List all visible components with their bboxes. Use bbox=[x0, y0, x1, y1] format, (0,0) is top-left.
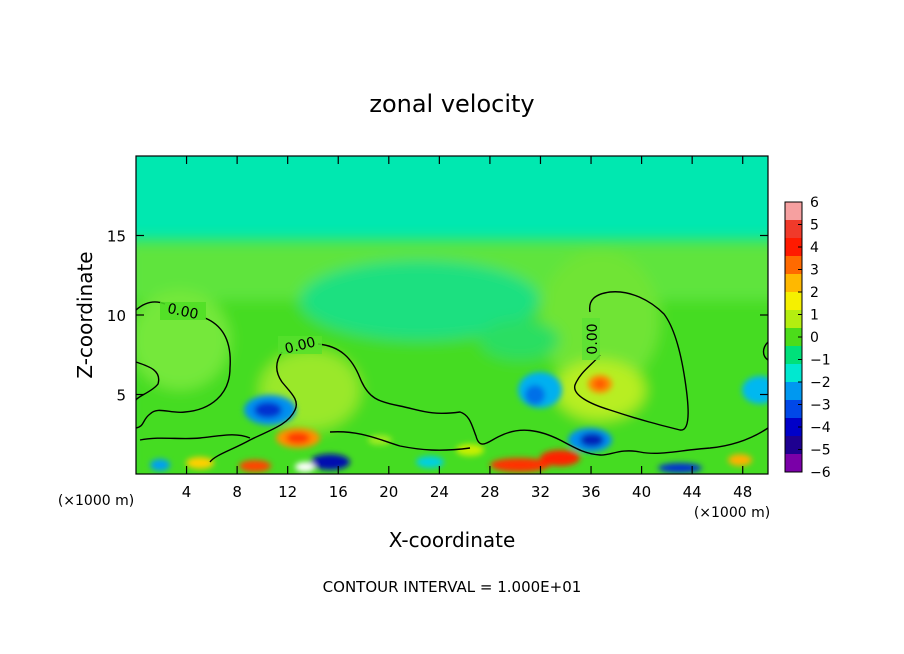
contour-line bbox=[209, 351, 297, 463]
colorbar-segment bbox=[785, 310, 802, 329]
colorbar-ticks: 6 5 4 3 2 1 0 −1 −2 −3 −4 −5 −6 bbox=[798, 195, 831, 481]
x-tick-label: 36 bbox=[581, 483, 600, 501]
contour-label: 0.00 bbox=[585, 323, 601, 354]
colorbar-tick-label: 2 bbox=[810, 285, 819, 301]
chart-title: zonal velocity bbox=[369, 90, 534, 118]
x-unit-label-right: (×1000 m) bbox=[694, 505, 770, 521]
colorbar-tick-label: −1 bbox=[810, 353, 831, 369]
x-axis-ticks: 4 8 12 16 20 24 28 32 36 40 44 48 bbox=[182, 156, 752, 501]
x-tick-label: 44 bbox=[683, 483, 702, 501]
contour-lines bbox=[136, 291, 768, 463]
colorbar-tick-label: 1 bbox=[810, 308, 819, 324]
x-tick-label: 20 bbox=[379, 483, 398, 501]
x-tick-label: 8 bbox=[232, 483, 242, 501]
x-tick-label: 4 bbox=[182, 483, 192, 501]
colorbar-tick-label: 4 bbox=[810, 240, 819, 256]
contour-line bbox=[139, 431, 471, 451]
x-tick-label: 32 bbox=[531, 483, 550, 501]
x-tick-label: 48 bbox=[733, 483, 752, 501]
y-axis-ticks: 5 10 15 bbox=[107, 228, 768, 405]
x-tick-label: 24 bbox=[430, 483, 449, 501]
colorbar-segment bbox=[785, 400, 802, 419]
colorbar-segment bbox=[785, 382, 802, 401]
x-axis-label: X-coordinate bbox=[389, 528, 516, 552]
colorbar-tick-label: −4 bbox=[810, 420, 831, 436]
contour-label: 0.00 bbox=[283, 334, 317, 357]
colorbar-tick-label: −3 bbox=[810, 398, 831, 414]
x-tick-label: 40 bbox=[632, 483, 651, 501]
colorbar-segment bbox=[785, 346, 802, 365]
colorbar-segment bbox=[785, 274, 802, 293]
colorbar-segment bbox=[785, 220, 802, 239]
colorbar-segment bbox=[785, 364, 802, 383]
colorbar-tick-label: −5 bbox=[810, 443, 831, 459]
y-tick-label: 15 bbox=[107, 228, 126, 246]
colorbar-segment bbox=[785, 292, 802, 311]
contour-line bbox=[574, 291, 689, 431]
x-tick-label: 28 bbox=[480, 483, 499, 501]
y-axis-label: Z-coordinate bbox=[73, 251, 97, 378]
colorbar-tick-label: 0 bbox=[810, 330, 819, 346]
colorbar-segment bbox=[785, 418, 802, 437]
colorbar-tick-label: 6 bbox=[810, 195, 819, 211]
colorbar-tick-label: 3 bbox=[810, 263, 819, 279]
contour-line bbox=[762, 341, 768, 361]
colorbar-segment bbox=[785, 436, 802, 455]
colorbar-segment bbox=[785, 256, 802, 275]
colorbar-tick-label: −2 bbox=[810, 375, 831, 391]
y-tick-label: 5 bbox=[116, 387, 126, 405]
colorbar-segment bbox=[785, 238, 802, 257]
contour-labels: 0.00 0.00 0.00 bbox=[160, 301, 601, 360]
contour-line bbox=[317, 343, 768, 456]
x-tick-label: 16 bbox=[329, 483, 348, 501]
contour-label: 0.00 bbox=[166, 301, 200, 323]
x-unit-label-left: (×1000 m) bbox=[58, 493, 134, 509]
contour-line bbox=[136, 361, 160, 401]
x-tick-label: 12 bbox=[278, 483, 297, 501]
colorbar-segment bbox=[785, 328, 802, 347]
colorbar-segment bbox=[785, 454, 802, 473]
colorbar-segment bbox=[785, 202, 802, 221]
colorbar: 6 5 4 3 2 1 0 −1 −2 −3 −4 −5 −6 bbox=[784, 195, 831, 481]
colorbar-segments bbox=[785, 202, 802, 473]
colorbar-tick-label: −6 bbox=[810, 465, 831, 481]
colorbar-tick-label: 5 bbox=[810, 218, 819, 234]
heatmap-field bbox=[136, 156, 768, 474]
contour-interval-note: CONTOUR INTERVAL = 1.000E+01 bbox=[323, 578, 582, 596]
y-tick-label: 10 bbox=[107, 307, 126, 325]
